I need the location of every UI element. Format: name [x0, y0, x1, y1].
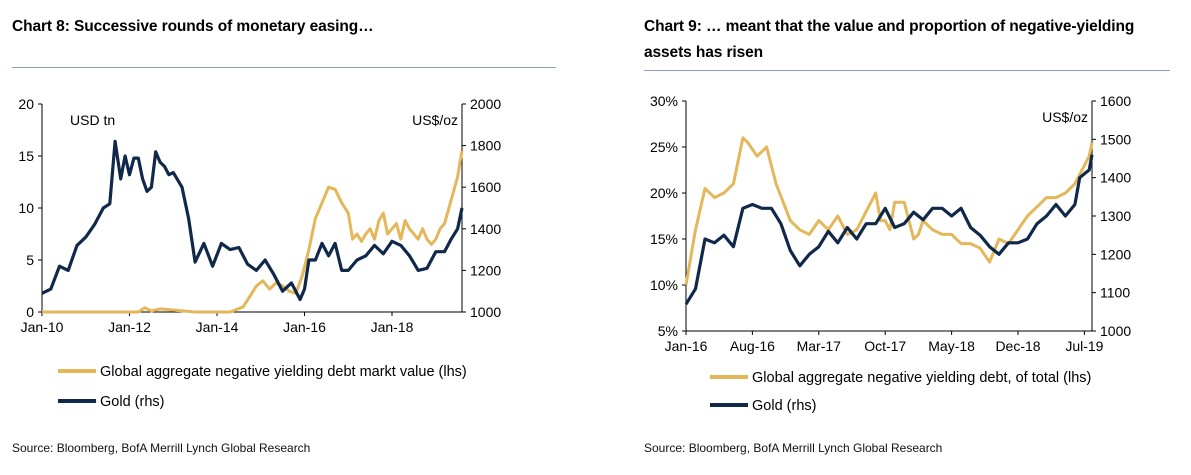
- x-tick-label: Jul-19: [1065, 338, 1103, 354]
- chart-8-plot: 0 5 10 15 20 1000 1200 1400 1600 1800 2000 Jan-10 Ja…: [18, 96, 501, 410]
- x-tick-label: Aug-16: [730, 338, 775, 354]
- legend-label: Global aggregate negative yielding debt,…: [752, 370, 1091, 386]
- y-left-unit-label: USD tn: [70, 112, 115, 128]
- y-right-tick-label: 1800: [470, 138, 501, 154]
- y-right-unit-label: US$/oz: [1042, 109, 1088, 125]
- x-tick-label: Jan-10: [21, 319, 64, 335]
- y-right-tick-label: 1400: [470, 221, 501, 237]
- y-left-tick-label: 10%: [650, 277, 678, 293]
- y-right-tick-label: 1000: [470, 304, 501, 320]
- y-right-tick-label: 1200: [470, 262, 501, 278]
- x-tick-label: Jan-16: [665, 338, 708, 354]
- y-left-tick-label: 5%: [658, 323, 678, 339]
- y-right-tick-label: 1600: [1100, 93, 1131, 109]
- x-tick-label: Jan-16: [283, 319, 326, 335]
- chart-8-title: Chart 8: Successive rounds of monetary e…: [12, 18, 374, 35]
- y-right-tick-label: 1100: [1100, 285, 1130, 301]
- x-tick-label: Oct-17: [864, 338, 906, 354]
- y-left-tick-label: 0: [26, 304, 34, 320]
- legend-label: Gold (rhs): [100, 394, 164, 410]
- chart-9-title: Chart 9: … meant that the value and prop…: [644, 18, 1135, 61]
- gold-price-line: [684, 154, 1094, 306]
- y-left-tick-label: 30%: [650, 93, 678, 109]
- y-left-tick-label: 15%: [650, 231, 678, 247]
- y-right-tick-label: 1200: [1100, 246, 1131, 262]
- legend-label: Gold (rhs): [752, 398, 816, 414]
- gold-price-line: [41, 139, 464, 302]
- y-left-tick-label: 10: [18, 200, 34, 216]
- chart-9-source: Source: Bloomberg, BofA Merrill Lynch Gl…: [644, 441, 943, 455]
- y-right-tick-label: 1300: [1100, 208, 1131, 224]
- x-tick-label: Dec-18: [995, 338, 1040, 354]
- x-tick-label: Jan-14: [196, 319, 239, 335]
- legend-label: Global aggregate negative yielding debt …: [100, 364, 467, 380]
- y-left-tick-label: 25%: [650, 139, 678, 155]
- chart-9-plot: 5% 10% 15% 20% 25% 30% 1000 1100 1200 1300 1400 150…: [650, 93, 1131, 414]
- y-left-tick-label: 15: [18, 148, 34, 164]
- negative-yield-debt-line: [42, 150, 464, 314]
- title-rule: [644, 70, 1170, 71]
- y-right-tick-label: 1400: [1100, 170, 1131, 186]
- negative-yield-debt-line: [684, 136, 1094, 286]
- chart-8-panel: Chart 8: Successive rounds of monetary e…: [0, 0, 570, 475]
- y-right-tick-label: 1000: [1100, 323, 1131, 339]
- x-tick-label: Mar-17: [797, 338, 842, 354]
- y-left-tick-label: 20%: [650, 185, 678, 201]
- x-tick-label: Jan-18: [371, 319, 414, 335]
- y-left-tick-label: 5: [26, 252, 34, 268]
- x-tick-label: Jan-12: [108, 319, 151, 335]
- chart-8-source: Source: Bloomberg, BofA Merrill Lynch Gl…: [12, 441, 311, 455]
- y-right-tick-label: 2000: [470, 96, 501, 112]
- y-right-unit-label: US$/oz: [412, 112, 458, 128]
- y-right-tick-label: 1500: [1100, 131, 1131, 147]
- title-rule: [12, 67, 556, 68]
- x-tick-label: May-18: [928, 338, 975, 354]
- y-right-tick-label: 1600: [470, 179, 501, 195]
- y-left-tick-label: 20: [18, 96, 34, 112]
- chart-9-panel: Chart 9: … meant that the value and prop…: [640, 0, 1191, 475]
